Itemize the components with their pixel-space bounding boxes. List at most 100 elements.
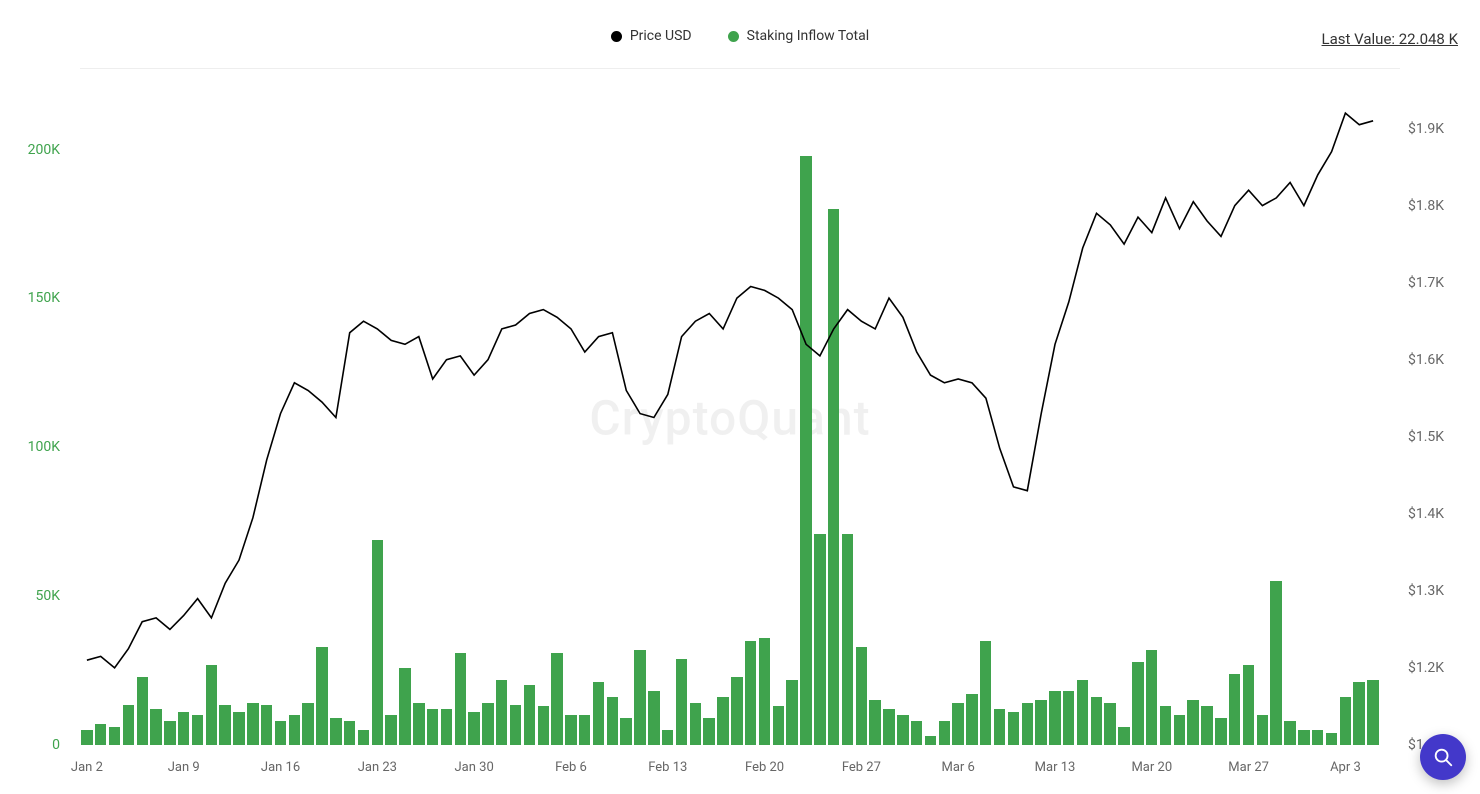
bar[interactable] [579, 715, 590, 745]
bar[interactable] [275, 721, 286, 745]
bar[interactable] [966, 694, 977, 745]
bar[interactable] [1312, 730, 1323, 745]
bar[interactable] [842, 534, 853, 745]
bar[interactable] [1340, 697, 1351, 745]
bar[interactable] [690, 703, 701, 745]
bar[interactable] [1104, 703, 1115, 745]
bar[interactable] [1091, 697, 1102, 745]
bar[interactable] [358, 730, 369, 745]
bar[interactable] [676, 659, 687, 745]
bar[interactable] [1146, 650, 1157, 745]
bar[interactable] [1008, 712, 1019, 745]
bar[interactable] [219, 705, 230, 745]
bar[interactable] [662, 730, 673, 745]
bar[interactable] [441, 709, 452, 745]
last-value-label[interactable]: Last Value: 22.048 K [1322, 30, 1458, 48]
bar[interactable] [911, 721, 922, 745]
bar[interactable] [496, 680, 507, 746]
bar[interactable] [1035, 700, 1046, 745]
bar[interactable] [980, 641, 991, 745]
bar[interactable] [620, 718, 631, 745]
bar[interactable] [1353, 682, 1364, 745]
bar[interactable] [869, 700, 880, 745]
bar[interactable] [455, 653, 466, 745]
search-fab[interactable] [1420, 734, 1466, 780]
bar[interactable] [468, 712, 479, 745]
bar[interactable] [178, 712, 189, 745]
bar[interactable] [192, 715, 203, 745]
bar[interactable] [1160, 706, 1171, 745]
bar[interactable] [800, 156, 811, 746]
bar[interactable] [731, 677, 742, 745]
bar[interactable] [399, 668, 410, 745]
y-left-tick: 150K [0, 290, 60, 306]
bar[interactable] [289, 715, 300, 745]
bar[interactable] [123, 705, 134, 745]
bar[interactable] [330, 718, 341, 745]
bar[interactable] [1201, 706, 1212, 745]
bar[interactable] [883, 709, 894, 745]
y-left-tick: 50K [0, 588, 60, 604]
bar[interactable] [427, 709, 438, 745]
legend-label-price: Price USD [630, 28, 692, 44]
x-tick: Feb 20 [745, 760, 784, 775]
bar[interactable] [413, 703, 424, 745]
bar[interactable] [1174, 715, 1185, 745]
bar[interactable] [482, 703, 493, 745]
bar[interactable] [759, 638, 770, 745]
bar[interactable] [316, 647, 327, 745]
bar[interactable] [648, 691, 659, 745]
bar[interactable] [524, 685, 535, 745]
bar[interactable] [1132, 662, 1143, 745]
bar[interactable] [593, 682, 604, 745]
bar[interactable] [1118, 727, 1129, 745]
bar[interactable] [1270, 581, 1281, 745]
bar[interactable] [786, 680, 797, 746]
bar[interactable] [745, 641, 756, 745]
bar[interactable] [344, 721, 355, 745]
bar[interactable] [1243, 665, 1254, 745]
bar[interactable] [939, 721, 950, 745]
bar[interactable] [1284, 721, 1295, 745]
bar[interactable] [247, 703, 258, 745]
bar[interactable] [1063, 691, 1074, 745]
bar[interactable] [994, 709, 1005, 745]
bar[interactable] [703, 718, 714, 745]
bar[interactable] [717, 697, 728, 745]
bar[interactable] [634, 650, 645, 745]
bar[interactable] [814, 534, 825, 745]
bar[interactable] [551, 653, 562, 745]
bar[interactable] [773, 706, 784, 745]
bar[interactable] [565, 715, 576, 745]
bar[interactable] [510, 705, 521, 745]
bar[interactable] [385, 715, 396, 745]
bar[interactable] [261, 705, 272, 745]
bar[interactable] [109, 727, 120, 745]
bar[interactable] [233, 712, 244, 745]
bar[interactable] [897, 715, 908, 745]
bar[interactable] [372, 540, 383, 745]
bar[interactable] [95, 724, 106, 745]
bar[interactable] [1298, 730, 1309, 745]
bar[interactable] [206, 665, 217, 745]
bar[interactable] [302, 703, 313, 745]
bar[interactable] [1257, 715, 1268, 745]
bar[interactable] [137, 677, 148, 745]
bar[interactable] [1229, 674, 1240, 745]
bar[interactable] [607, 697, 618, 745]
bar[interactable] [856, 647, 867, 745]
bar[interactable] [538, 706, 549, 745]
bar[interactable] [925, 736, 936, 745]
bar[interactable] [1215, 718, 1226, 745]
bar[interactable] [952, 703, 963, 745]
bar[interactable] [828, 209, 839, 745]
bar[interactable] [81, 730, 92, 745]
bar[interactable] [1367, 680, 1378, 746]
bar[interactable] [1049, 691, 1060, 745]
bar[interactable] [1077, 680, 1088, 746]
bar[interactable] [164, 721, 175, 745]
bar[interactable] [150, 709, 161, 745]
bar[interactable] [1022, 703, 1033, 745]
bar[interactable] [1326, 733, 1337, 745]
bar[interactable] [1187, 700, 1198, 745]
